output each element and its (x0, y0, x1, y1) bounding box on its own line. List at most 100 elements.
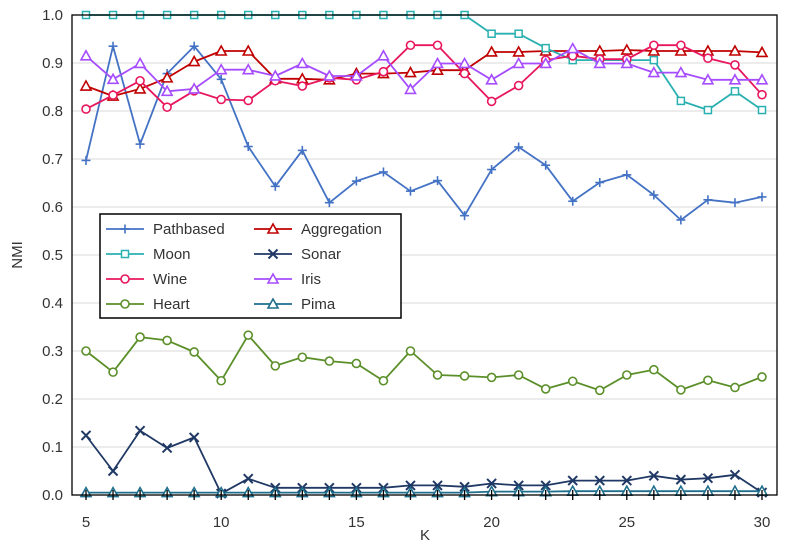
data-point-heart (189, 347, 199, 357)
data-point-aggregation (187, 54, 201, 67)
data-point-heart (108, 367, 118, 377)
data-point-pathbased (243, 142, 253, 152)
data-point-moon (487, 29, 496, 38)
data-point-heart (405, 346, 416, 356)
data-point-sonar (107, 465, 119, 477)
data-point-pathbased (216, 74, 226, 84)
legend-marker-sonar (267, 248, 279, 260)
data-point-sonar (243, 473, 254, 484)
data-point-wine (405, 40, 416, 51)
data-point-aggregation (133, 82, 147, 94)
data-point-aggregation (485, 45, 498, 57)
y-tick-label: 0.1 (42, 439, 63, 456)
data-point-pathbased (676, 215, 686, 225)
legend-marker-heart (120, 299, 130, 309)
data-point-heart (513, 370, 524, 380)
x-tick-label: 5 (82, 514, 90, 531)
y-tick-label: 0.2 (42, 391, 63, 408)
data-point-iris (566, 41, 580, 54)
data-point-iris (187, 82, 201, 94)
data-point-heart (594, 385, 605, 396)
data-point-aggregation (214, 44, 228, 56)
data-point-pathbased (324, 198, 334, 208)
data-point-wine (513, 80, 524, 91)
data-point-heart (270, 361, 281, 371)
data-point-moon (703, 105, 713, 115)
x-tick-label: 10 (213, 514, 230, 531)
data-point-moon (541, 43, 550, 53)
series-heart (81, 330, 767, 396)
data-point-iris (431, 56, 444, 69)
legend-marker-pathbased (120, 224, 130, 234)
data-point-pathbased (595, 178, 605, 188)
legend-entry-wine: Wine (106, 271, 187, 288)
legend-label-heart: Heart (153, 296, 191, 313)
legend-label-pathbased: Pathbased (153, 221, 225, 238)
legend-label-wine: Wine (153, 271, 187, 288)
data-point-sonar (161, 442, 173, 454)
data-point-pathbased (433, 176, 443, 186)
data-point-wine (297, 81, 308, 91)
data-point-pathbased (757, 192, 767, 202)
data-point-wine (378, 66, 389, 77)
data-point-sonar (702, 472, 714, 484)
data-point-iris (79, 49, 93, 61)
data-point-iris (377, 49, 390, 61)
legend-entry-aggregation: Aggregation (254, 221, 382, 238)
data-point-heart (324, 356, 335, 366)
data-point-aggregation (674, 44, 688, 56)
series-line-sonar (85, 429, 763, 495)
data-point-moon (649, 55, 659, 65)
series-line-heart (85, 334, 763, 392)
data-point-iris (539, 56, 553, 69)
data-point-heart (703, 375, 713, 386)
data-point-wine (486, 96, 497, 107)
data-point-aggregation (431, 63, 444, 75)
data-point-sonar (486, 478, 497, 489)
data-point-pathbased (514, 142, 524, 152)
data-point-aggregation (647, 44, 661, 56)
data-point-wine (676, 40, 686, 51)
data-point-pathbased (703, 195, 713, 205)
x-tick-label: 20 (483, 514, 500, 531)
data-point-iris (485, 73, 498, 85)
data-point-iris (160, 84, 174, 97)
data-point-wine (730, 60, 740, 70)
x-tick-label: 15 (348, 514, 365, 531)
legend-entry-heart: Heart (106, 296, 191, 313)
data-point-pathbased (730, 198, 740, 208)
data-point-pathbased (135, 139, 145, 149)
data-point-sonar (594, 475, 605, 486)
series-line-iris (85, 47, 762, 93)
data-point-moon (757, 105, 767, 115)
data-point-aggregation (755, 45, 769, 58)
data-point-wine (703, 53, 713, 64)
plot-frame (71, 14, 778, 496)
data-point-heart (621, 370, 632, 380)
legend-entry-iris: Iris (254, 271, 321, 288)
data-point-iris (593, 56, 607, 69)
legend-box (99, 213, 402, 319)
data-point-sonar (567, 475, 578, 486)
data-point-pathbased (378, 167, 388, 177)
data-point-pathbased (189, 41, 199, 51)
data-point-pathbased (405, 186, 415, 196)
legend-label-sonar: Sonar (301, 246, 341, 263)
data-point-iris (268, 69, 282, 81)
legend-label-moon: Moon (153, 246, 191, 263)
legend-marker-wine (120, 274, 130, 284)
data-point-wine (649, 40, 659, 51)
data-point-heart (162, 335, 172, 346)
data-point-heart (649, 364, 659, 375)
data-point-heart (243, 330, 254, 340)
y-axis-title: NMI (9, 241, 26, 269)
data-point-wine (757, 89, 767, 100)
data-point-sonar (675, 474, 687, 485)
data-point-heart (540, 384, 551, 394)
data-point-pathbased (351, 176, 361, 186)
data-point-sonar (405, 480, 416, 491)
data-point-pathbased (270, 181, 280, 191)
data-point-heart (216, 375, 226, 386)
data-point-iris (241, 63, 255, 75)
data-point-moon (514, 29, 523, 38)
